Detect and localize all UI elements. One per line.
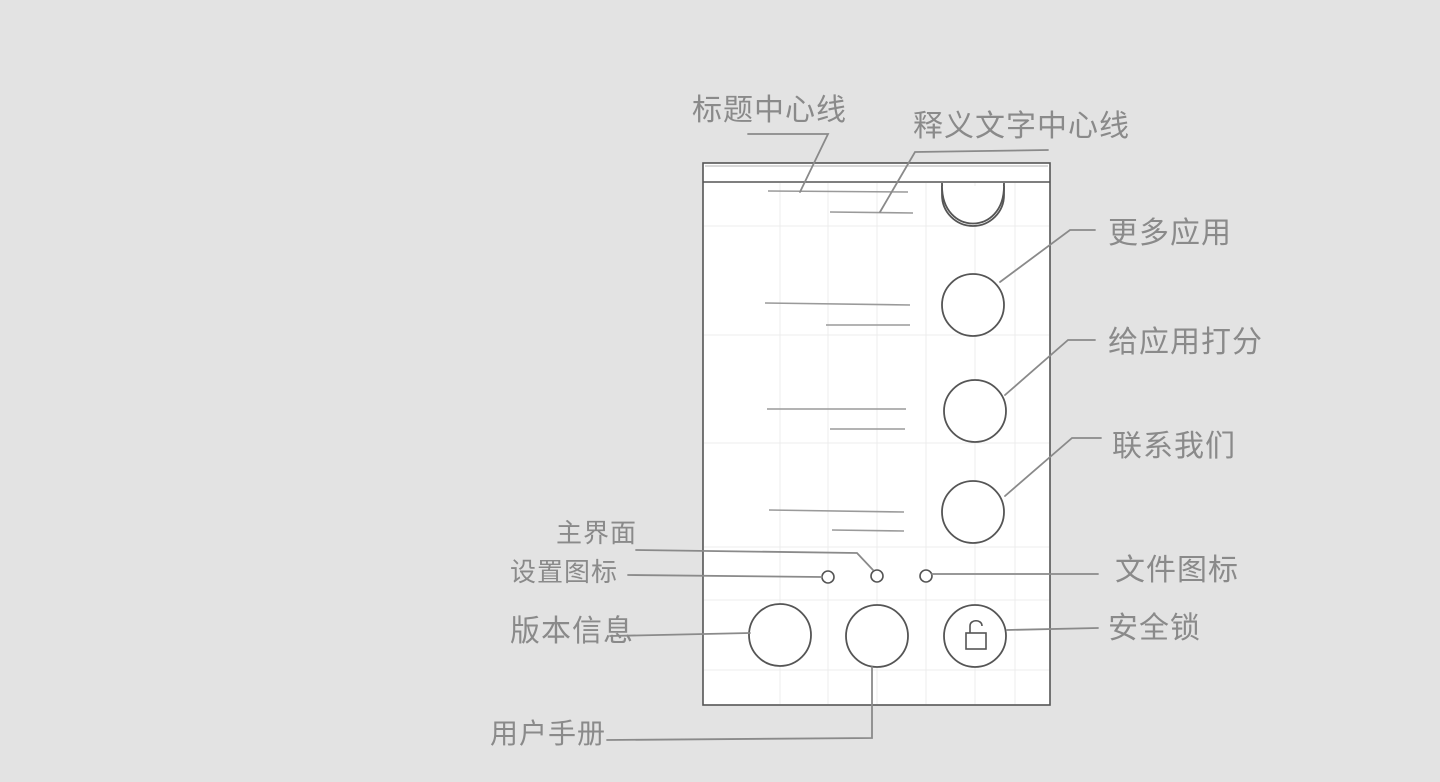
annotation-desc-text-center-line: 释义文字中心线 [913, 109, 1130, 144]
list-text-lines [764, 190, 914, 532]
item1-title-line [767, 190, 909, 193]
leader-security-lock [1006, 627, 1099, 631]
leader-rate-app [1004, 339, 1096, 396]
item4-desc-line [831, 529, 905, 532]
leader-settings-icon [627, 574, 823, 578]
circle-icon [943, 604, 1007, 668]
security-lock-button[interactable] [944, 605, 1006, 667]
leader-lines [606, 133, 1102, 741]
lock-icon [965, 619, 987, 650]
annotation-title-center-line: 标题中心线 [692, 93, 847, 128]
circle-icon [943, 379, 1007, 443]
settings-page-dot[interactable] [820, 569, 836, 585]
page-dot-icon [919, 569, 933, 583]
leader-desc-center-line [879, 149, 1049, 213]
annotation-more-apps: 更多应用 [1108, 216, 1232, 251]
circle-icon [941, 480, 1005, 544]
item2-title-line [764, 302, 911, 306]
leader-more-apps [999, 229, 1096, 283]
leader-main-interface [635, 549, 874, 571]
annotation-rate-app: 给应用打分 [1108, 325, 1263, 360]
annotation-security-lock: 安全锁 [1108, 611, 1201, 646]
page-dot-icon [870, 569, 884, 583]
leader-contact-us [1004, 437, 1102, 497]
circle-icon [748, 603, 812, 667]
user-manual-button[interactable] [846, 605, 908, 667]
annotation-main-interface: 主界面 [556, 519, 638, 549]
rate-app-button[interactable] [944, 380, 1006, 442]
annotation-file-icon: 文件图标 [1115, 553, 1239, 588]
annotation-settings-icon: 设置图标 [510, 558, 619, 588]
leader-user-manual [606, 666, 873, 741]
page-indicator [821, 569, 933, 584]
bottom-buttons [748, 603, 1007, 668]
item1-desc-line [829, 211, 914, 214]
annotation-version-info: 版本信息 [510, 614, 634, 649]
leader-title-center-line [747, 133, 830, 193]
file-page-dot[interactable] [918, 568, 934, 584]
circle-icon [941, 273, 1005, 337]
version-info-button[interactable] [749, 604, 811, 666]
annotation-user-manual: 用户手册 [490, 717, 607, 750]
item4-title-line [768, 509, 905, 513]
more-apps-button[interactable] [942, 274, 1004, 336]
main-interface-page-dot[interactable] [869, 568, 885, 584]
right-circles [941, 182, 1007, 544]
contact-us-button[interactable] [942, 481, 1004, 543]
annotation-contact-us: 联系我们 [1112, 429, 1236, 464]
leader-version-info [609, 632, 751, 637]
circle-icon [845, 604, 909, 668]
